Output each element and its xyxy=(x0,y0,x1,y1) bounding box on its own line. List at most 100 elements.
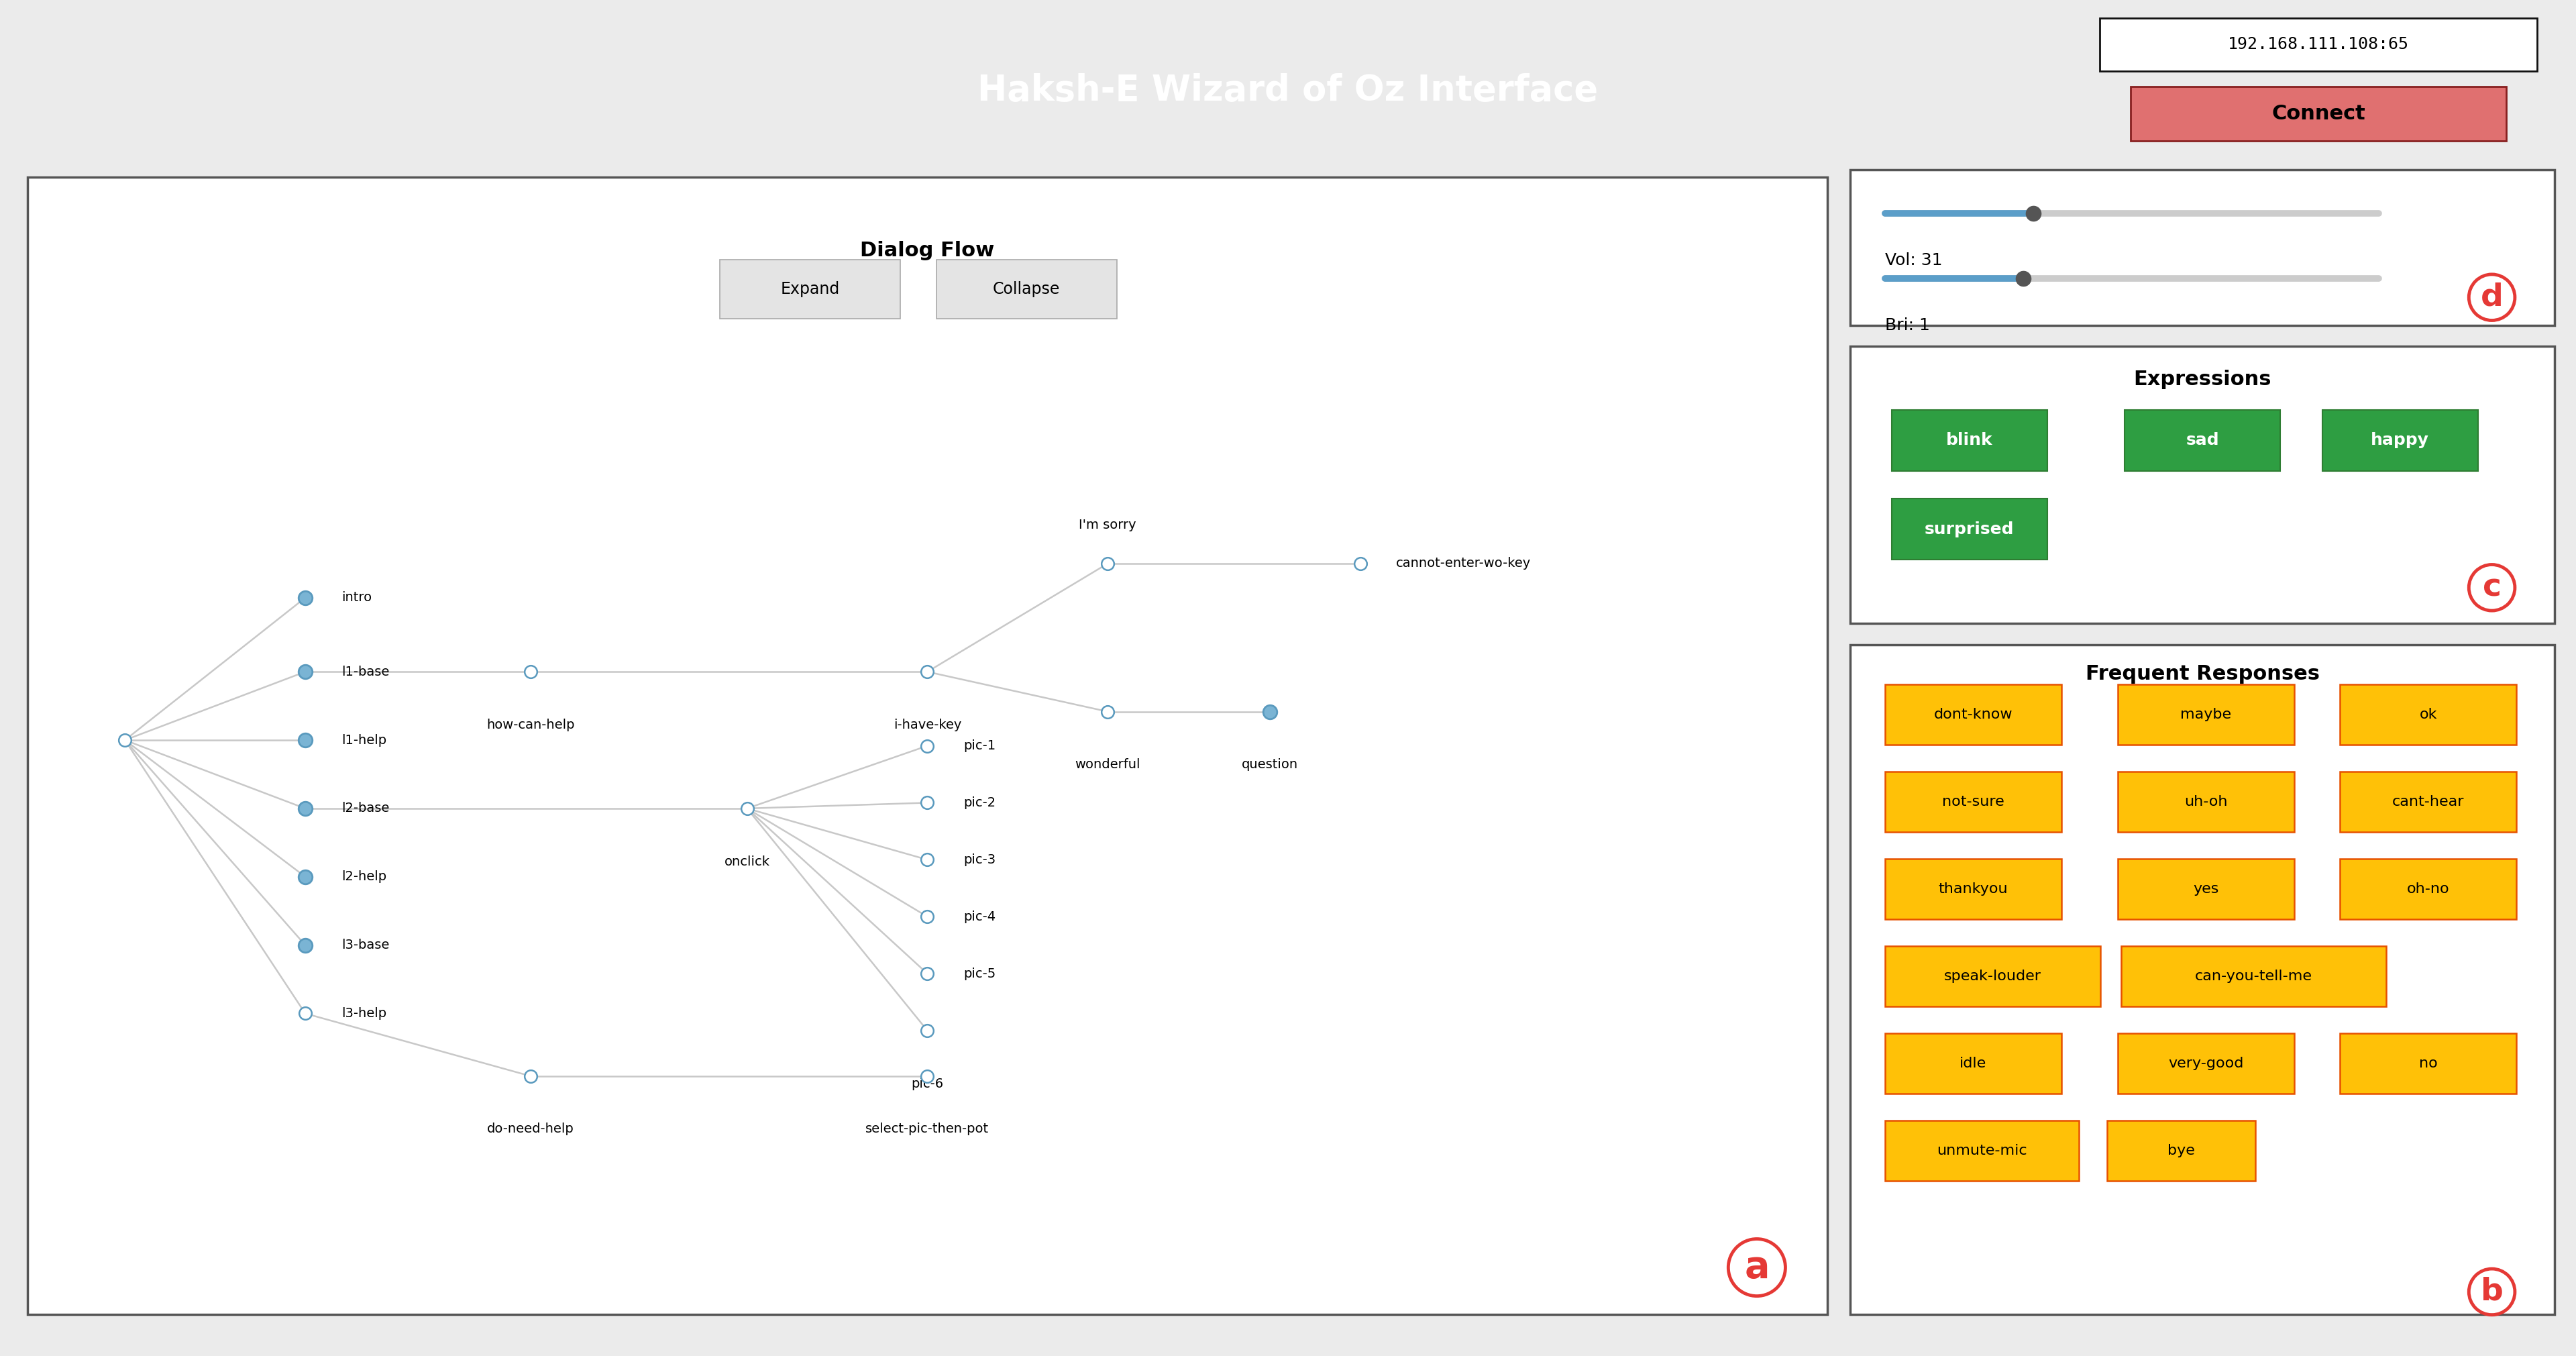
FancyBboxPatch shape xyxy=(2120,946,2385,1006)
FancyBboxPatch shape xyxy=(1891,499,2048,560)
Text: Haksh-E Wizard of Oz Interface: Haksh-E Wizard of Oz Interface xyxy=(979,73,1597,108)
Text: l3-help: l3-help xyxy=(340,1008,386,1020)
Text: Connect: Connect xyxy=(2272,104,2365,123)
Text: blink: blink xyxy=(1947,433,1994,449)
Text: ok: ok xyxy=(2419,708,2437,721)
Text: l2-base: l2-base xyxy=(340,801,389,815)
Point xyxy=(283,660,325,682)
FancyBboxPatch shape xyxy=(1850,170,2555,325)
Point xyxy=(1340,553,1381,575)
FancyBboxPatch shape xyxy=(1850,644,2555,1315)
Text: 192.168.111.108:65: 192.168.111.108:65 xyxy=(2228,37,2409,53)
FancyBboxPatch shape xyxy=(2125,410,2280,471)
Text: Vol: 31: Vol: 31 xyxy=(1886,252,1942,268)
Text: intro: intro xyxy=(340,591,371,605)
Text: speak-louder: speak-louder xyxy=(1945,970,2040,983)
FancyBboxPatch shape xyxy=(2130,87,2506,141)
Text: pic-2: pic-2 xyxy=(963,796,997,810)
Text: not-sure: not-sure xyxy=(1942,795,2004,808)
Point xyxy=(907,963,948,984)
Point xyxy=(907,1066,948,1088)
FancyBboxPatch shape xyxy=(2117,858,2295,919)
Text: how-can-help: how-can-help xyxy=(487,719,574,731)
Text: l3-base: l3-base xyxy=(340,938,389,952)
Text: cant-hear: cant-hear xyxy=(2393,795,2465,808)
Text: b: b xyxy=(2481,1277,2504,1307)
Text: i-have-key: i-have-key xyxy=(894,719,961,731)
FancyBboxPatch shape xyxy=(2339,685,2517,744)
Text: pic-3: pic-3 xyxy=(963,853,997,866)
FancyBboxPatch shape xyxy=(2117,1033,2295,1094)
Text: Frequent Responses: Frequent Responses xyxy=(2087,664,2318,683)
Point xyxy=(510,1066,551,1088)
Text: onclick: onclick xyxy=(724,856,770,868)
Point xyxy=(283,730,325,751)
FancyBboxPatch shape xyxy=(2099,18,2537,71)
Point xyxy=(726,797,768,819)
Text: Expressions: Expressions xyxy=(2133,369,2272,389)
FancyBboxPatch shape xyxy=(2339,1033,2517,1094)
Point xyxy=(283,934,325,956)
FancyBboxPatch shape xyxy=(2117,772,2295,833)
Text: Collapse: Collapse xyxy=(992,281,1061,297)
FancyBboxPatch shape xyxy=(1891,410,2048,471)
Text: very-good: very-good xyxy=(2169,1056,2244,1070)
FancyBboxPatch shape xyxy=(1886,858,2061,919)
Text: happy: happy xyxy=(2370,433,2429,449)
Text: dont-know: dont-know xyxy=(1935,708,2012,721)
Point xyxy=(510,660,551,682)
Text: can-you-tell-me: can-you-tell-me xyxy=(2195,970,2313,983)
Text: a: a xyxy=(1744,1249,1770,1285)
FancyBboxPatch shape xyxy=(28,178,1826,1314)
Text: surprised: surprised xyxy=(1924,521,2014,537)
Point xyxy=(907,849,948,871)
Text: l1-base: l1-base xyxy=(340,666,389,678)
Text: I'm sorry: I'm sorry xyxy=(1079,519,1136,532)
Text: pic-4: pic-4 xyxy=(963,910,997,923)
Text: pic-5: pic-5 xyxy=(963,967,997,980)
Point xyxy=(907,735,948,757)
Point xyxy=(907,792,948,814)
Text: unmute-mic: unmute-mic xyxy=(1937,1144,2027,1158)
Text: thankyou: thankyou xyxy=(1937,883,2007,896)
Text: yes: yes xyxy=(2192,883,2218,896)
Text: d: d xyxy=(2481,282,2504,312)
FancyBboxPatch shape xyxy=(1886,1120,2079,1181)
Text: select-pic-then-pot: select-pic-then-pot xyxy=(866,1123,989,1135)
FancyBboxPatch shape xyxy=(1886,772,2061,833)
Text: l1-help: l1-help xyxy=(340,734,386,747)
Point xyxy=(907,906,948,928)
Point xyxy=(283,587,325,609)
FancyBboxPatch shape xyxy=(938,259,1115,319)
FancyBboxPatch shape xyxy=(2339,772,2517,833)
Text: wonderful: wonderful xyxy=(1074,758,1141,772)
Text: cannot-enter-wo-key: cannot-enter-wo-key xyxy=(1396,557,1530,570)
FancyBboxPatch shape xyxy=(1850,346,2555,624)
Point xyxy=(103,730,144,751)
Text: do-need-help: do-need-help xyxy=(487,1123,574,1135)
FancyBboxPatch shape xyxy=(1886,685,2061,744)
Text: question: question xyxy=(1242,758,1298,772)
Point xyxy=(1087,553,1128,575)
Text: idle: idle xyxy=(1960,1056,1986,1070)
Text: Expand: Expand xyxy=(781,281,840,297)
Point xyxy=(283,866,325,888)
Text: pic-6: pic-6 xyxy=(912,1077,943,1090)
FancyBboxPatch shape xyxy=(2339,858,2517,919)
Text: bye: bye xyxy=(2166,1144,2195,1158)
Text: no: no xyxy=(2419,1056,2437,1070)
Text: sad: sad xyxy=(2187,433,2218,449)
FancyBboxPatch shape xyxy=(2107,1120,2257,1181)
Text: Bri: 1: Bri: 1 xyxy=(1886,317,1929,334)
Text: c: c xyxy=(2483,572,2501,602)
FancyBboxPatch shape xyxy=(719,259,902,319)
Text: pic-1: pic-1 xyxy=(963,739,997,753)
Text: oh-no: oh-no xyxy=(2406,883,2450,896)
FancyBboxPatch shape xyxy=(2324,410,2478,471)
Point xyxy=(283,1002,325,1024)
FancyBboxPatch shape xyxy=(1886,1033,2061,1094)
FancyBboxPatch shape xyxy=(1886,946,2099,1006)
Point xyxy=(283,797,325,819)
Point xyxy=(1249,701,1291,723)
Text: uh-oh: uh-oh xyxy=(2184,795,2228,808)
